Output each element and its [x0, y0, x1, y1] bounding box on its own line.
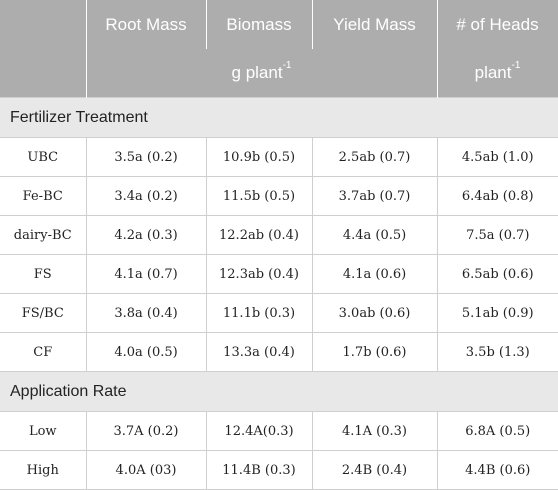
units-row: g plant-1 plant-1: [0, 49, 558, 98]
table-cell: 3.7ab (0.7): [311, 176, 438, 216]
row-label: CF: [0, 332, 87, 372]
unit-plant-text: plant: [474, 63, 512, 82]
table-cell: 11.5b (0.5): [205, 176, 313, 216]
unit-g-plant: g plant-1: [85, 49, 438, 98]
table-cell: 4.0a (0.5): [85, 332, 207, 372]
table-row: CF 4.0a (0.5) 13.3a (0.4) 1.7b (0.6) 3.5b (1…: [0, 332, 558, 372]
table-cell: 6.4ab (0.8): [436, 176, 558, 216]
row-label: UBC: [0, 137, 87, 177]
header-root-mass: Root Mass: [85, 0, 207, 49]
table-row: High 4.0A (03) 11.4B (0.3) 2.4B (0.4) 4.4B (…: [0, 450, 558, 490]
header-row: Root Mass Biomass Yield Mass # of Heads: [0, 0, 558, 98]
section-title: Fertilizer Treatment: [0, 97, 558, 138]
section-row: Application Rate: [0, 371, 558, 412]
row-label: FS: [0, 254, 87, 294]
table-row: FS 4.1a (0.7) 12.3ab (0.4) 4.1a (0.6) 6.5ab …: [0, 254, 558, 294]
table-cell: 6.8A (0.5): [436, 411, 558, 451]
row-label: Low: [0, 411, 87, 451]
table-cell: 3.7A (0.2): [85, 411, 207, 451]
table-cell: 12.2ab (0.4): [205, 215, 313, 255]
table-row: FS/BC 3.8a (0.4) 11.1b (0.3) 3.0ab (0.6) 5.1…: [0, 293, 558, 333]
header-num-heads: # of Heads: [436, 0, 558, 49]
table-cell: 12.3ab (0.4): [205, 254, 313, 294]
table-cell: 3.4a (0.2): [85, 176, 207, 216]
row-label: Fe-BC: [0, 176, 87, 216]
table-cell: 6.5ab (0.6): [436, 254, 558, 294]
table-cell: 4.1A (0.3): [311, 411, 438, 451]
unit-g-plant-exponent: -1: [282, 60, 292, 72]
table-cell: 3.8a (0.4): [85, 293, 207, 333]
table-cell: 2.4B (0.4): [311, 450, 438, 490]
table-cell: 1.7b (0.6): [311, 332, 438, 372]
row-label: dairy-BC: [0, 215, 87, 255]
table-body: Fertilizer Treatment UBC 3.5a (0.2) 10.9b (…: [0, 97, 558, 490]
table-cell: 4.4B (0.6): [436, 450, 558, 490]
table-cell: 4.4a (0.5): [311, 215, 438, 255]
row-label: High: [0, 450, 87, 490]
table-cell: 3.0ab (0.6): [311, 293, 438, 333]
row-label: FS/BC: [0, 293, 87, 333]
table-cell: 12.4A(0.3): [205, 411, 313, 451]
section-row: Fertilizer Treatment: [0, 97, 558, 138]
table-cell: 5.1ab (0.9): [436, 293, 558, 333]
table-cell: 4.1a (0.7): [85, 254, 207, 294]
table-header: Root Mass Biomass Yield Mass # of Heads …: [0, 0, 558, 98]
table-cell: 3.5a (0.2): [85, 137, 207, 177]
table-cell: 4.0A (03): [85, 450, 207, 490]
header-corner-cell: [0, 0, 87, 98]
table-cell: 10.9b (0.5): [205, 137, 313, 177]
table-cell: 4.5ab (1.0): [436, 137, 558, 177]
unit-plant-exponent: -1: [511, 60, 521, 72]
table-cell: 11.1b (0.3): [205, 293, 313, 333]
unit-g-plant-text: g plant: [231, 63, 283, 82]
table-cell: 11.4B (0.3): [205, 450, 313, 490]
table-row: UBC 3.5a (0.2) 10.9b (0.5) 2.5ab (0.7) 4.5ab…: [0, 137, 558, 177]
table-cell: 4.2a (0.3): [85, 215, 207, 255]
table-cell: 3.5b (1.3): [436, 332, 558, 372]
header-yield-mass: Yield Mass: [311, 0, 438, 49]
table-cell: 13.3a (0.4): [205, 332, 313, 372]
table-cell: 2.5ab (0.7): [311, 137, 438, 177]
table-row: Low 3.7A (0.2) 12.4A(0.3) 4.1A (0.3) 6.8A (0…: [0, 411, 558, 451]
table-row: Fe-BC 3.4a (0.2) 11.5b (0.5) 3.7ab (0.7) 6.4…: [0, 176, 558, 216]
table-cell: 7.5a (0.7): [436, 215, 558, 255]
unit-plant: plant-1: [436, 49, 558, 98]
table-cell: 4.1a (0.6): [311, 254, 438, 294]
table-row: dairy-BC 4.2a (0.3) 12.2ab (0.4) 4.4a (0.5)…: [0, 215, 558, 255]
header-biomass: Biomass: [205, 0, 313, 49]
section-title: Application Rate: [0, 371, 558, 412]
